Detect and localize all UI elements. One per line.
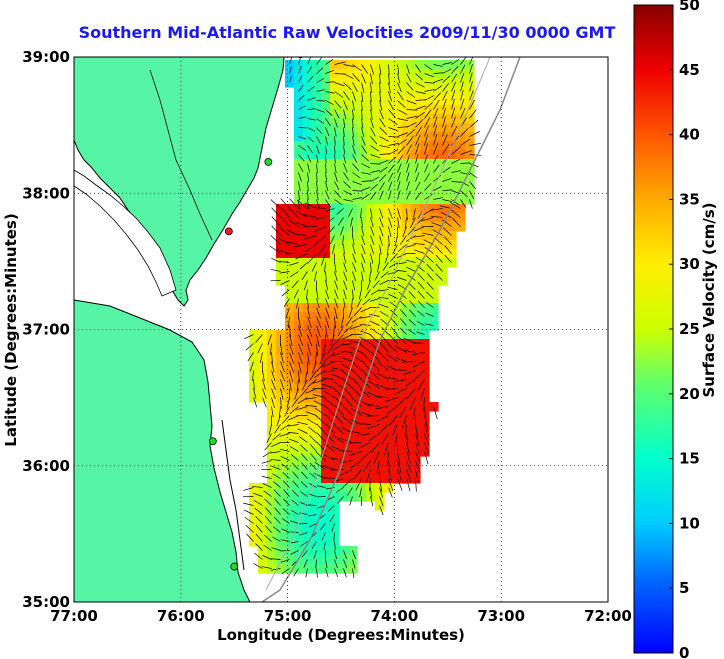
x-tick-label: 73:00 xyxy=(477,607,525,625)
y-tick-label: 35:00 xyxy=(22,593,70,611)
colorbar-tick-label: 45 xyxy=(679,61,700,79)
x-tick-label: 76:00 xyxy=(157,607,205,625)
plot-area xyxy=(74,57,608,602)
colorbar-tick-label: 20 xyxy=(679,385,700,403)
x-tick-label: 72:00 xyxy=(584,607,632,625)
station-marker xyxy=(230,562,239,571)
map-title: Southern Mid-Atlantic Raw Velocities 200… xyxy=(79,23,616,42)
colorbar-label: Surface Velocity (cm/s) xyxy=(700,202,718,397)
x-tick-labels: 77:00 76:00 75:00 74:00 73:00 72:00 xyxy=(50,607,632,625)
colorbar-tick-label: 10 xyxy=(679,514,700,532)
station-marker xyxy=(264,158,273,166)
colorbar-ticks: 0 5 10 15 20 25 30 35 40 45 50 xyxy=(669,0,700,659)
y-tick-label: 39:00 xyxy=(22,48,70,66)
colorbar-tick-label: 25 xyxy=(679,320,700,338)
bay-water xyxy=(74,169,177,297)
y-tick-labels: 39:00 38:00 37:00 36:00 35:00 xyxy=(22,48,70,611)
colorbar-tick-label: 15 xyxy=(679,450,700,468)
x-tick-label: 77:00 xyxy=(50,607,98,625)
x-tick-label: 75:00 xyxy=(264,607,312,625)
plot-frame xyxy=(73,56,609,603)
y-tick-label: 37:00 xyxy=(22,321,70,339)
colorbar xyxy=(633,4,674,654)
colorbar-tick-label: 50 xyxy=(679,0,700,14)
x-tick-label: 74:00 xyxy=(371,607,419,625)
x-axis-label: Longitude (Degrees:Minutes) xyxy=(217,626,465,644)
bathymetry-contour xyxy=(261,57,521,602)
colorbar-tick-label: 0 xyxy=(679,644,689,659)
vector-arrows xyxy=(242,57,482,578)
colorbar-tick-label: 35 xyxy=(679,190,700,208)
bathymetry-contour-2 xyxy=(265,57,491,591)
y-tick-label: 38:00 xyxy=(22,184,70,202)
outer-banks xyxy=(221,419,245,571)
station-marker xyxy=(224,227,233,236)
land-southern-shore xyxy=(74,299,251,602)
colorbar-tick-label: 40 xyxy=(679,126,700,144)
colorbar-tick-label: 30 xyxy=(679,255,700,273)
y-axis-label: Latitude (Degrees:Minutes) xyxy=(2,213,20,446)
station-marker xyxy=(208,437,217,446)
colorbar-tick-label: 5 xyxy=(679,579,689,597)
y-tick-label: 36:00 xyxy=(22,457,70,475)
land-mainland xyxy=(74,57,285,307)
map-grid xyxy=(74,57,608,602)
station-markers xyxy=(208,57,304,571)
bay-upper xyxy=(149,69,213,241)
